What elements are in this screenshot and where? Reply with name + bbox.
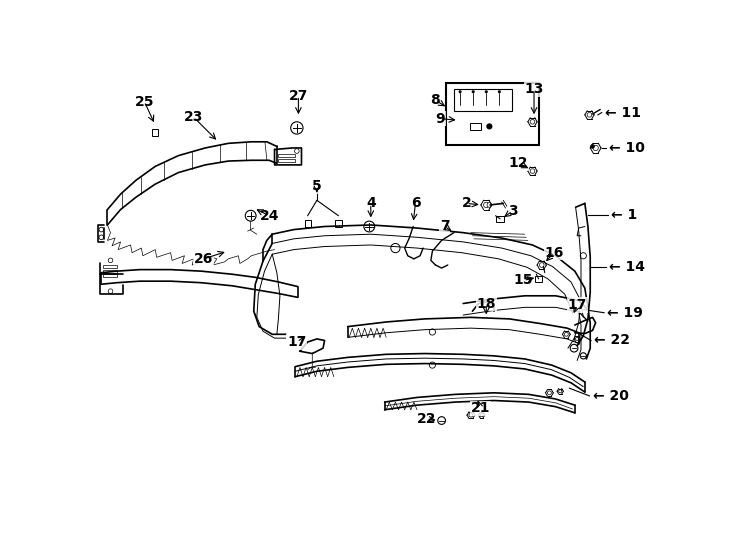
Bar [470,123,481,130]
Circle shape [472,90,475,93]
Text: 26: 26 [194,252,214,266]
Text: 22: 22 [416,412,436,426]
Bar [496,215,504,222]
Text: 6: 6 [410,197,421,211]
Bar [103,269,117,273]
Text: 13: 13 [524,83,544,97]
Circle shape [487,123,493,130]
Text: 9: 9 [435,112,445,126]
Text: 21: 21 [470,401,490,415]
Bar [278,159,295,162]
Text: 5: 5 [312,179,321,193]
Text: 3: 3 [508,204,517,218]
Bar [152,129,159,137]
Text: 4: 4 [366,197,376,211]
Bar [305,220,310,226]
Bar [535,276,542,282]
Circle shape [570,345,578,352]
Text: ← 10: ← 10 [609,141,645,155]
Text: 24: 24 [259,209,279,222]
Circle shape [487,202,492,207]
Bar [446,83,539,145]
Text: ← 14: ← 14 [609,260,645,274]
Text: ← 22: ← 22 [594,334,630,347]
Circle shape [590,144,595,148]
Text: 15: 15 [514,273,533,287]
Bar [335,220,341,226]
Text: 17: 17 [287,335,307,349]
Text: 16: 16 [545,246,564,260]
Bar [278,154,295,157]
Circle shape [498,90,501,93]
Text: 23: 23 [184,110,203,124]
Text: 8: 8 [431,93,440,107]
Text: ← 19: ← 19 [607,306,643,320]
Text: 12: 12 [509,157,528,170]
Circle shape [437,417,446,424]
Text: 27: 27 [288,89,308,103]
Text: ← 20: ← 20 [592,389,628,403]
Circle shape [580,353,586,359]
Circle shape [459,90,462,93]
Text: 2: 2 [462,197,471,211]
Circle shape [484,90,488,93]
Text: 18: 18 [476,296,496,310]
Text: ← 11: ← 11 [605,105,641,119]
Bar [103,265,117,268]
Bar [103,274,117,278]
Text: 17: 17 [567,298,586,312]
Text: 25: 25 [134,94,154,109]
Text: 7: 7 [440,219,449,233]
Bar [454,90,512,111]
Text: ← 1: ← 1 [611,208,637,222]
